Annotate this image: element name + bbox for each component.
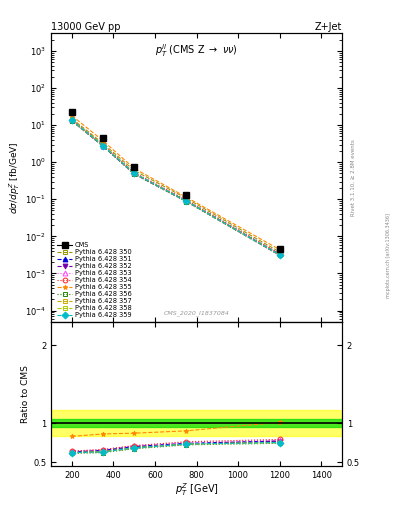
Bar <box>51 419 342 427</box>
Bar <box>51 410 342 436</box>
Text: Z+Jet: Z+Jet <box>314 22 342 32</box>
Text: CMS_2020_I1837084: CMS_2020_I1837084 <box>163 310 230 316</box>
Text: mcplots.cern.ch [arXiv:1306.3436]: mcplots.cern.ch [arXiv:1306.3436] <box>386 214 391 298</box>
Y-axis label: Rivet 3.1.10, ≥ 2.8M events: Rivet 3.1.10, ≥ 2.8M events <box>351 139 356 216</box>
X-axis label: $p_T^Z$ [GeV]: $p_T^Z$ [GeV] <box>174 481 219 498</box>
Y-axis label: Ratio to CMS: Ratio to CMS <box>21 365 30 423</box>
Y-axis label: $d\sigma/dp_T^Z$ [fb/GeV]: $d\sigma/dp_T^Z$ [fb/GeV] <box>7 141 22 214</box>
Legend: CMS, Pythia 6.428 350, Pythia 6.428 351, Pythia 6.428 352, Pythia 6.428 353, Pyt: CMS, Pythia 6.428 350, Pythia 6.428 351,… <box>57 242 131 318</box>
Text: $p_T^{ll}$ (CMS Z $\rightarrow$ $\nu\nu$): $p_T^{ll}$ (CMS Z $\rightarrow$ $\nu\nu$… <box>155 42 238 59</box>
Text: 13000 GeV pp: 13000 GeV pp <box>51 22 121 32</box>
